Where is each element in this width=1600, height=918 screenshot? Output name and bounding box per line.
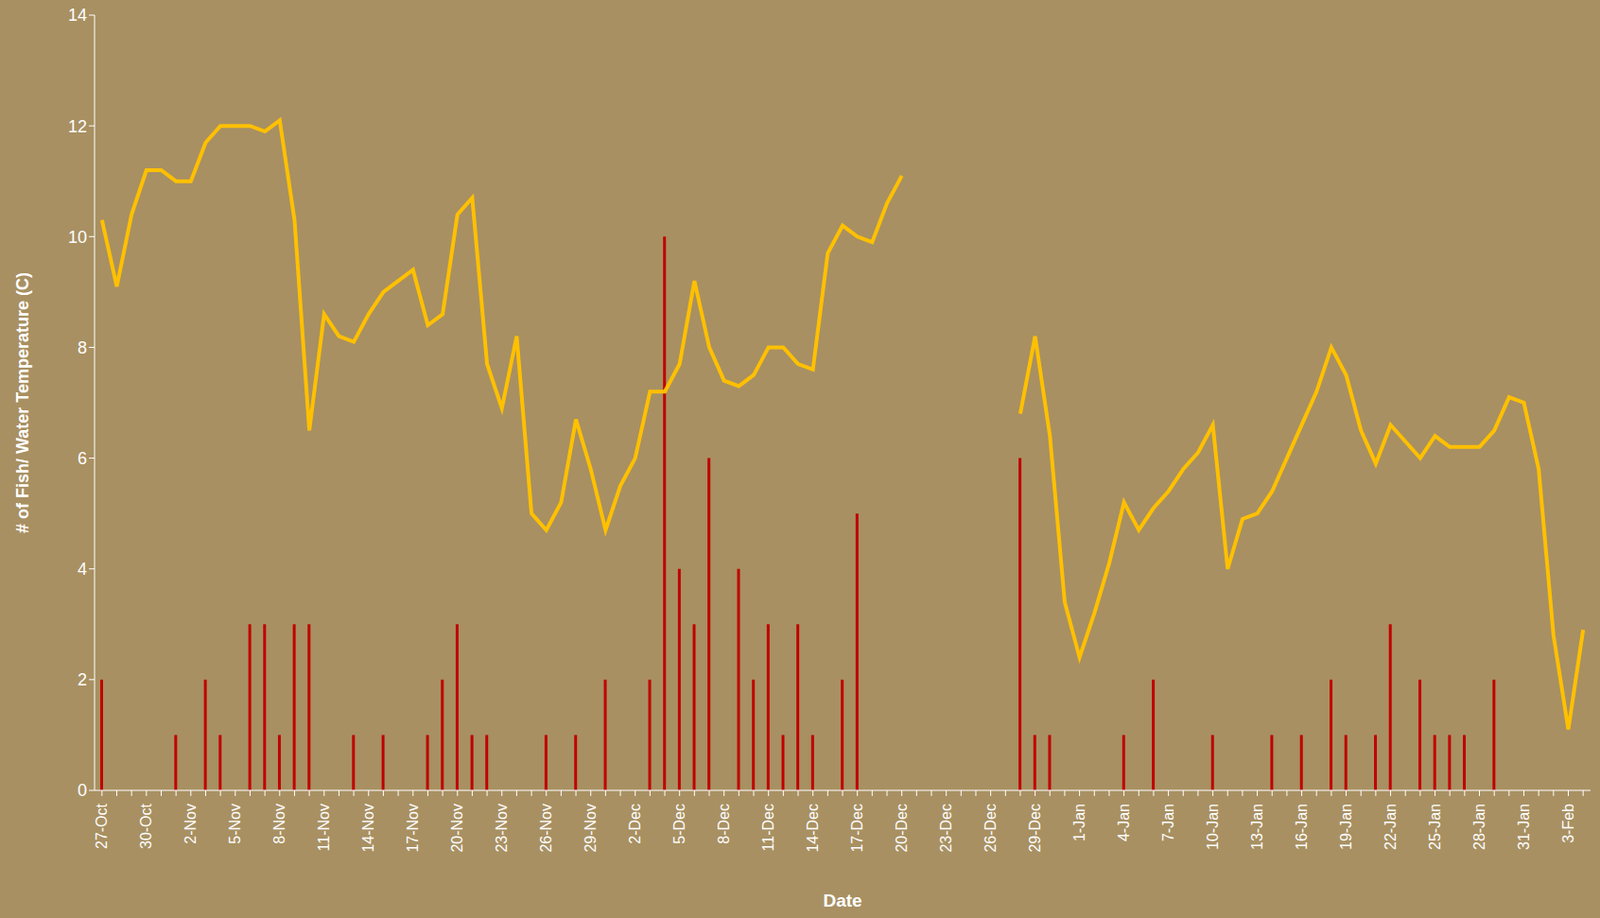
svg-text:2-Dec: 2-Dec bbox=[626, 803, 644, 845]
svg-text:19-Jan: 19-Jan bbox=[1338, 803, 1355, 851]
svg-text:6: 6 bbox=[77, 449, 87, 469]
svg-text:8-Nov: 8-Nov bbox=[271, 803, 288, 845]
svg-text:5-Nov: 5-Nov bbox=[226, 803, 244, 845]
svg-text:14-Nov: 14-Nov bbox=[360, 803, 377, 853]
svg-text:10-Jan: 10-Jan bbox=[1204, 803, 1221, 851]
svg-text:16-Jan: 16-Jan bbox=[1293, 803, 1310, 851]
svg-text:20-Dec: 20-Dec bbox=[893, 803, 910, 853]
svg-text:10: 10 bbox=[68, 227, 87, 247]
svg-text:5-Dec: 5-Dec bbox=[671, 803, 688, 845]
svg-text:31-Jan: 31-Jan bbox=[1515, 803, 1532, 851]
svg-text:26-Dec: 26-Dec bbox=[982, 803, 999, 853]
svg-text:14: 14 bbox=[68, 5, 87, 25]
svg-text:4-Jan: 4-Jan bbox=[1115, 803, 1132, 842]
svg-text:28-Jan: 28-Jan bbox=[1471, 803, 1488, 851]
svg-text:0: 0 bbox=[77, 781, 87, 800]
svg-text:14-Dec: 14-Dec bbox=[804, 803, 821, 853]
svg-text:11-Dec: 11-Dec bbox=[760, 803, 777, 852]
svg-text:29-Dec: 29-Dec bbox=[1026, 803, 1044, 853]
svg-text:12: 12 bbox=[68, 117, 87, 137]
svg-text:23-Dec: 23-Dec bbox=[938, 803, 955, 853]
svg-text:4: 4 bbox=[77, 559, 87, 579]
svg-text:17-Dec: 17-Dec bbox=[849, 803, 866, 853]
svg-text:8: 8 bbox=[77, 338, 87, 358]
svg-text:# of Fish/ Water Temperature (: # of Fish/ Water Temperature (C) bbox=[13, 272, 33, 534]
svg-text:22-Jan: 22-Jan bbox=[1382, 803, 1399, 851]
svg-text:29-Nov: 29-Nov bbox=[582, 803, 599, 853]
svg-text:13-Jan: 13-Jan bbox=[1249, 803, 1266, 851]
svg-text:2: 2 bbox=[77, 670, 87, 690]
svg-text:26-Nov: 26-Nov bbox=[538, 803, 555, 853]
svg-text:Date: Date bbox=[822, 890, 862, 911]
svg-text:17-Nov: 17-Nov bbox=[404, 803, 421, 853]
svg-text:1-Jan: 1-Jan bbox=[1071, 803, 1088, 842]
svg-text:11-Nov: 11-Nov bbox=[315, 803, 332, 852]
svg-text:20-Nov: 20-Nov bbox=[449, 803, 466, 853]
svg-text:7-Jan: 7-Jan bbox=[1160, 803, 1177, 842]
svg-text:2-Nov: 2-Nov bbox=[182, 803, 199, 845]
svg-text:27-Oct: 27-Oct bbox=[93, 802, 110, 850]
svg-text:8-Dec: 8-Dec bbox=[715, 803, 732, 845]
svg-text:23-Nov: 23-Nov bbox=[493, 803, 510, 853]
svg-text:3-Feb: 3-Feb bbox=[1560, 803, 1577, 844]
svg-text:30-Oct: 30-Oct bbox=[138, 802, 155, 850]
svg-text:25-Jan: 25-Jan bbox=[1426, 803, 1444, 851]
